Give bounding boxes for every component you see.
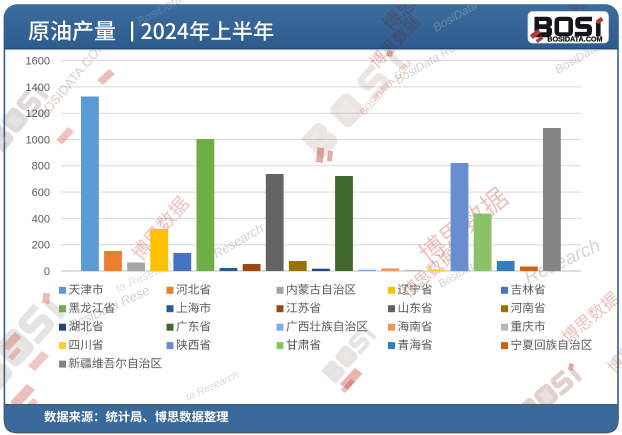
svg-text:BOSIDATA.COM: BOSIDATA.COM bbox=[547, 35, 602, 44]
svg-text:1200: 1200 bbox=[26, 108, 50, 120]
svg-text:600: 600 bbox=[32, 187, 50, 199]
svg-text:1000: 1000 bbox=[26, 134, 50, 146]
svg-text:1400: 1400 bbox=[26, 82, 50, 94]
svg-text:0: 0 bbox=[44, 266, 50, 278]
svg-text:800: 800 bbox=[32, 161, 50, 173]
svg-text:1600: 1600 bbox=[26, 56, 50, 68]
svg-text:400: 400 bbox=[32, 213, 50, 225]
svg-text:200: 200 bbox=[32, 240, 50, 252]
